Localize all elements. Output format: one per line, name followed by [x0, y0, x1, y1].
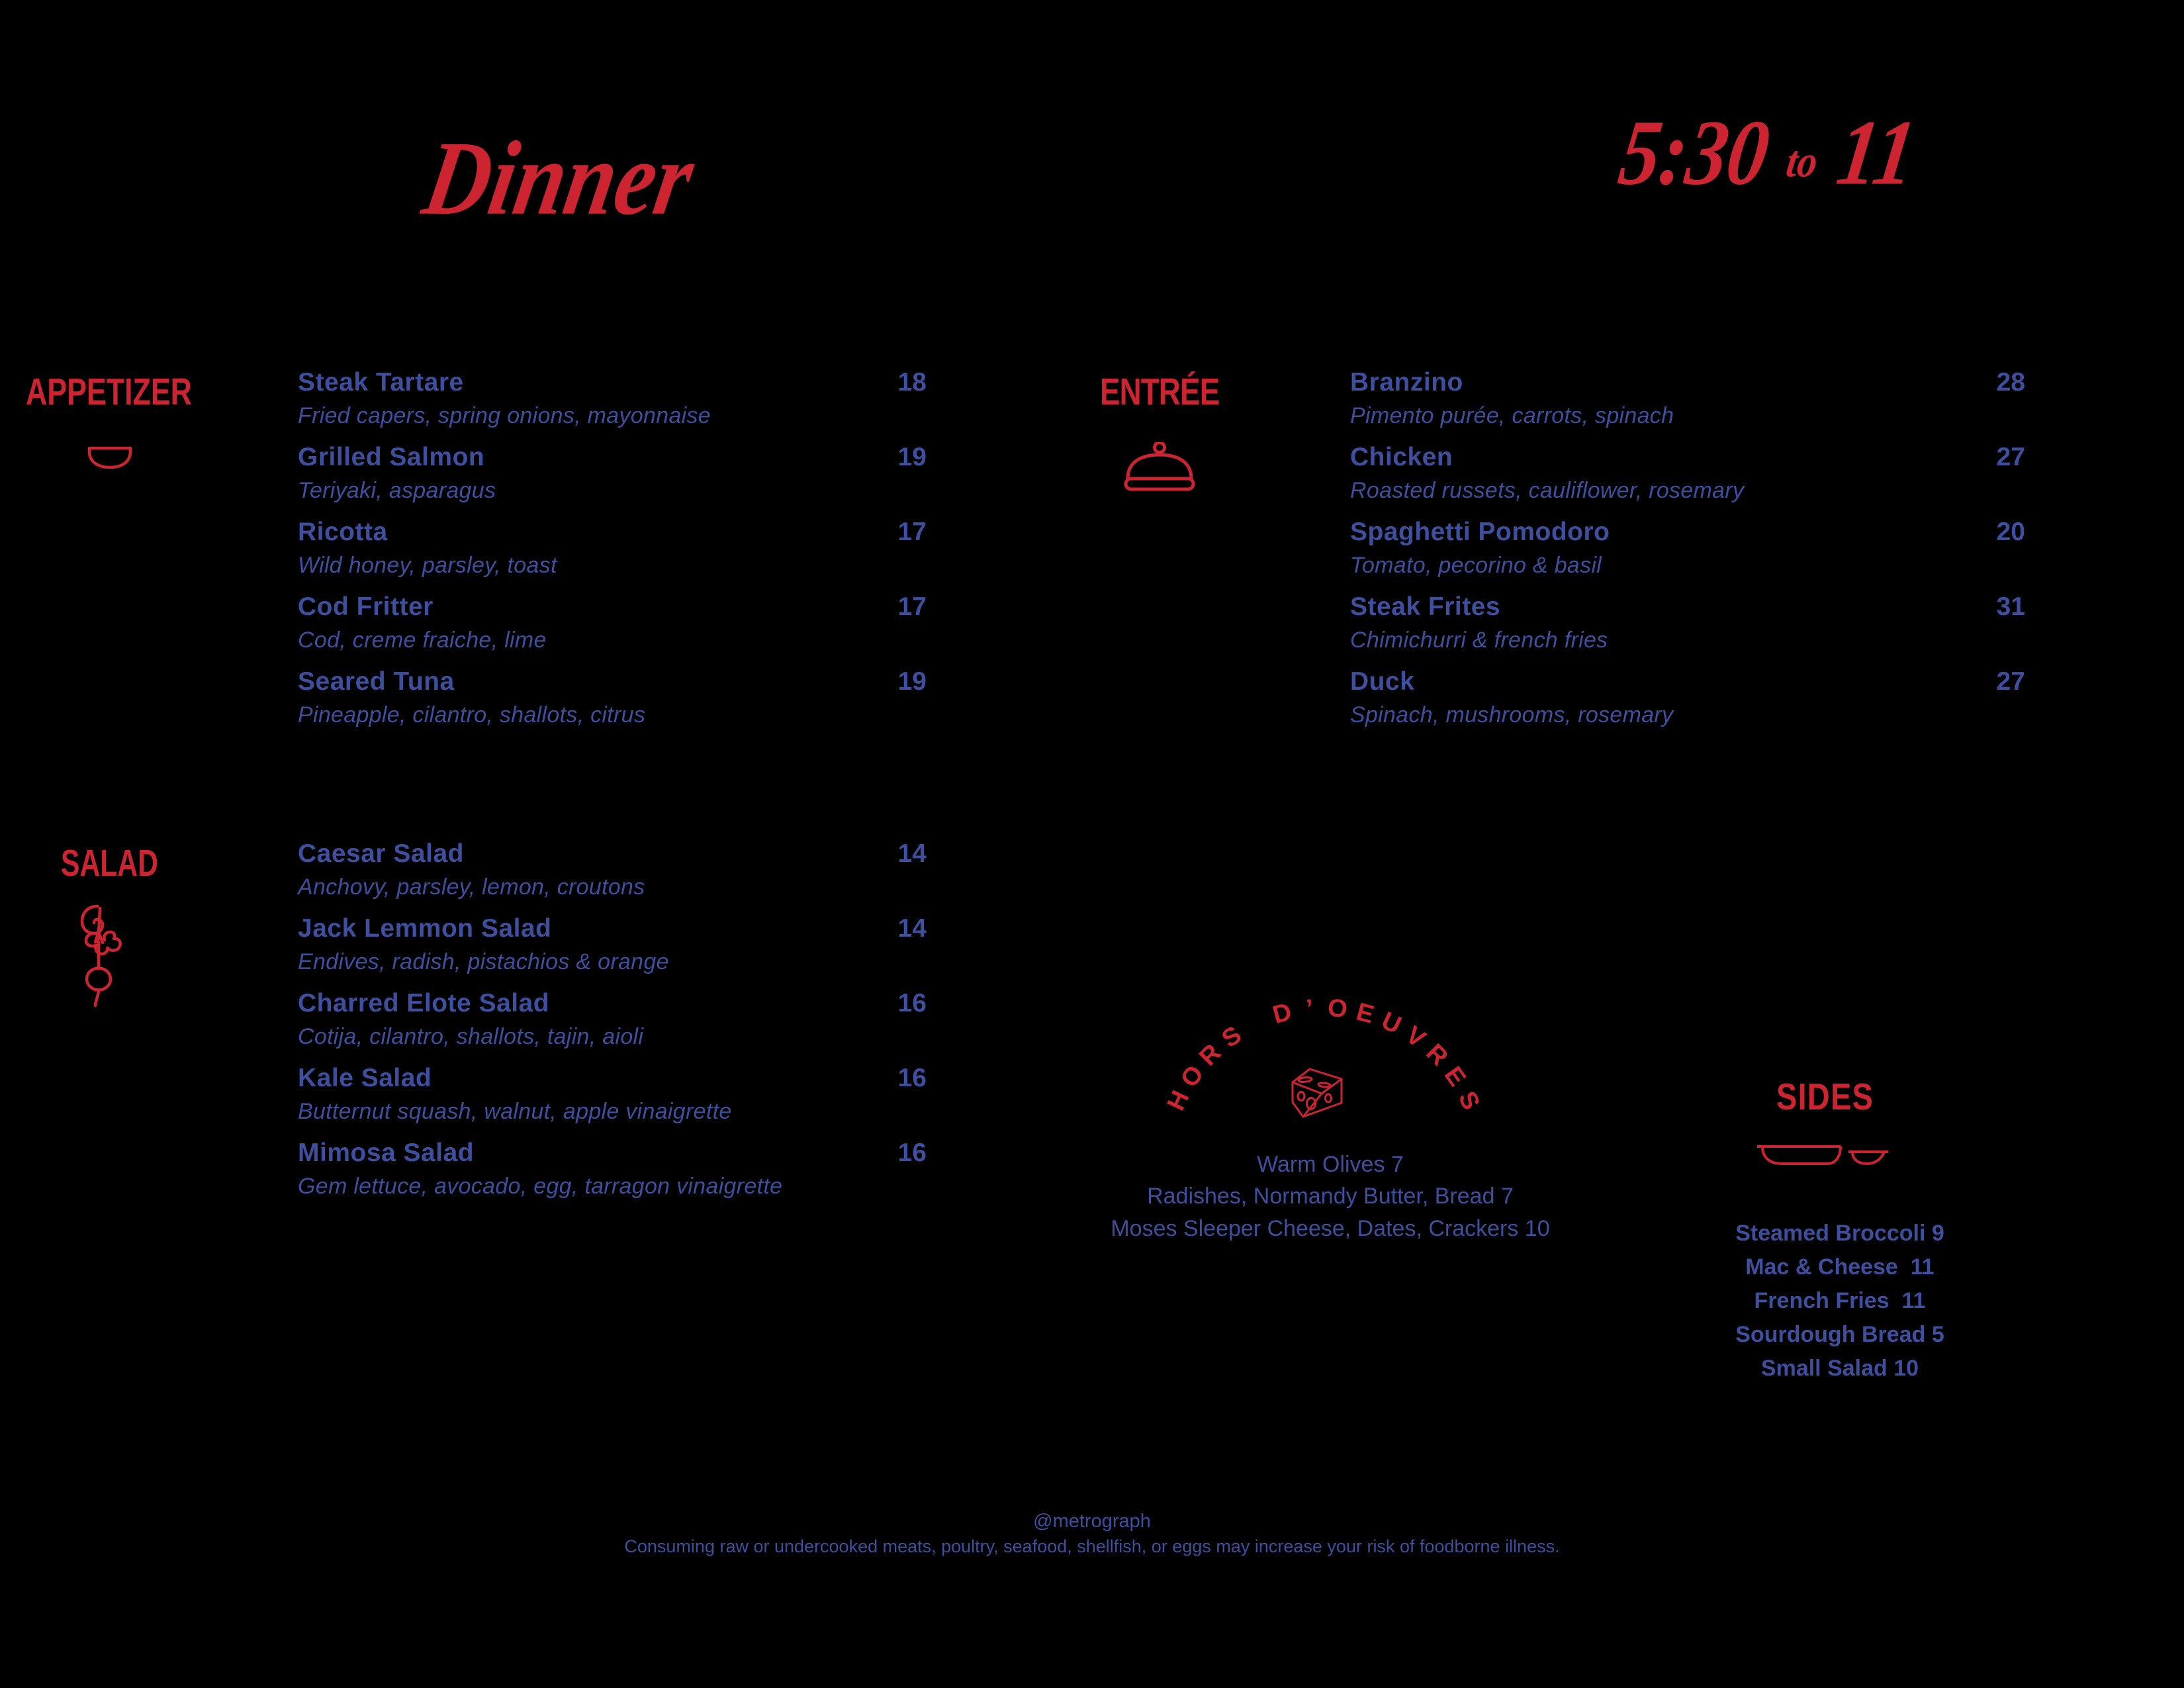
svg-text:S: S — [1453, 1087, 1485, 1114]
svg-text:O: O — [1175, 1060, 1209, 1092]
svg-text:U: U — [1377, 1007, 1406, 1040]
svg-text:R: R — [1194, 1039, 1226, 1071]
svg-text:E: E — [1353, 998, 1377, 1029]
svg-text:’: ’ — [1305, 995, 1314, 1023]
svg-text:D: D — [1270, 998, 1295, 1029]
svg-text:V: V — [1400, 1021, 1430, 1053]
svg-text:R: R — [1421, 1039, 1453, 1071]
svg-text:O: O — [1326, 994, 1348, 1023]
svg-text:E: E — [1439, 1062, 1471, 1092]
svg-text:S: S — [1217, 1021, 1247, 1053]
svg-text:H: H — [1162, 1086, 1195, 1115]
